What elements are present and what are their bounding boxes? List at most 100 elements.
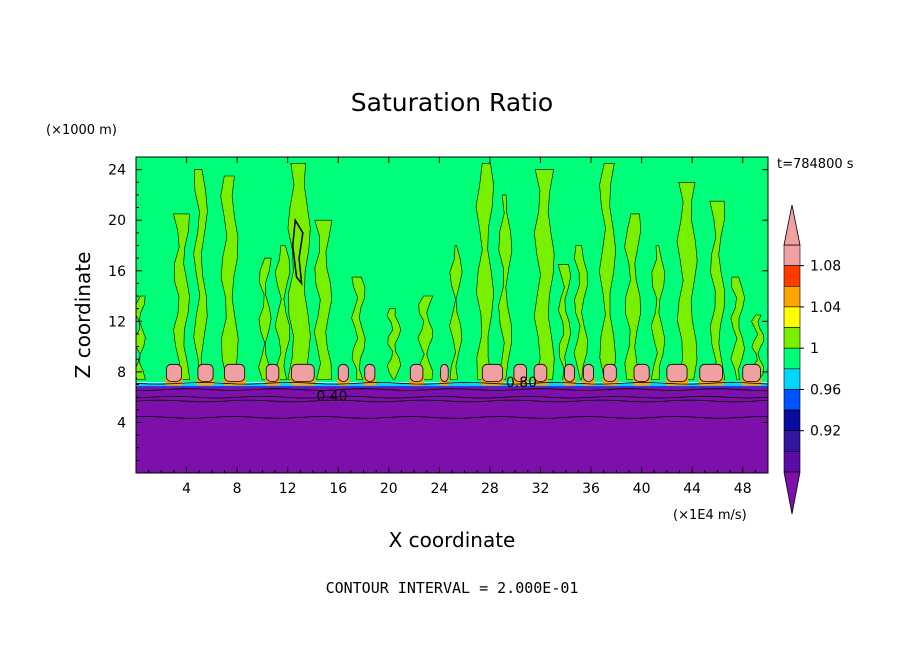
- contour-line: [136, 416, 768, 419]
- cloud-cell: [603, 363, 617, 382]
- colorbar-segment: [783, 306, 801, 328]
- saturation-field: [136, 157, 768, 473]
- x-tick-label: 8: [233, 481, 242, 497]
- moist-streak: [220, 175, 239, 380]
- moist-streak: [751, 314, 765, 380]
- colorbar-label: 1: [810, 341, 819, 357]
- x-tick-label: 32: [532, 481, 550, 497]
- y-tick-label: 4: [117, 415, 126, 431]
- x-tick-label: 24: [430, 481, 448, 497]
- x-tick-label: 20: [380, 481, 398, 497]
- cloud-cell: [291, 363, 315, 382]
- moist-streak: [449, 245, 463, 380]
- colorbar-segment: [783, 389, 801, 411]
- cloud-cell: [564, 363, 576, 382]
- moist-streak: [497, 194, 513, 380]
- colorbar: 0.92 0.96 1 1.04 1.08: [783, 204, 841, 515]
- y-tick-label: 12: [108, 314, 126, 330]
- contour-interval-note: CONTOUR INTERVAL = 2.000E-01: [326, 579, 579, 597]
- colorbar-label: 0.96: [810, 382, 841, 398]
- moist-streak: [730, 276, 745, 380]
- x-tick-label: 28: [481, 481, 499, 497]
- cloud-cell: [513, 363, 527, 382]
- cloud-cell: [337, 363, 349, 382]
- x-tick-label: 12: [279, 481, 297, 497]
- cloud-cell: [481, 363, 503, 382]
- y-axis-ticks: 4 8 12 16 20 24: [108, 163, 768, 461]
- cloud-cell: [666, 363, 688, 382]
- moist-streak: [386, 308, 402, 380]
- moist-streak: [258, 257, 272, 380]
- moist-streak: [136, 295, 146, 380]
- y-tick-label: 20: [108, 213, 126, 229]
- contour-line: [136, 399, 768, 403]
- x-tick-label: 36: [582, 481, 600, 497]
- moist-streak: [193, 169, 208, 380]
- moist-streak: [274, 245, 291, 380]
- colorbar-segment: [783, 327, 801, 349]
- moist-streak: [624, 213, 642, 380]
- time-label: t=784800 s: [777, 157, 854, 172]
- transition-blue: [136, 385, 768, 388]
- moist-streak: [557, 264, 572, 380]
- region-lower-dry-layer: [136, 387, 768, 473]
- moist-streak: [173, 213, 191, 380]
- cloud-cell: [699, 363, 723, 382]
- cloud-cell: [265, 363, 280, 382]
- contour-label: 0.80: [506, 375, 537, 391]
- colorbar-segment: [783, 244, 801, 266]
- colorbar-segment: [783, 409, 801, 432]
- moist-streak: [598, 163, 617, 380]
- moist-streak: [475, 163, 495, 380]
- transition-cyan: [136, 382, 768, 386]
- moist-streak: [313, 219, 333, 380]
- moist-streak: [287, 163, 311, 380]
- cloud-cell: [197, 363, 214, 382]
- x-axis-title: X coordinate: [389, 528, 516, 552]
- y-tick-label: 8: [117, 365, 126, 381]
- moist-streak: [709, 200, 726, 380]
- x-axis-ticks: 4 8 12 16 20 24 28 32 36 40 44 48: [148, 157, 756, 497]
- y-tick-label: 16: [108, 264, 126, 280]
- colorbar-over-arrow: [783, 204, 801, 246]
- contour-dense-patch: [291, 217, 304, 286]
- x-tick-label: 48: [734, 481, 752, 497]
- cloud-cell: [440, 363, 449, 382]
- cloud-cell: [224, 363, 246, 382]
- moist-streak: [417, 295, 434, 380]
- colorbar-segment: [783, 368, 801, 390]
- cloud-cell: [633, 363, 650, 382]
- x-units-label: (×1E4 m/s): [673, 508, 747, 523]
- contour-line: [136, 388, 768, 391]
- y-units-label: (×1000 m): [46, 123, 117, 138]
- colorbar-label: 1.08: [810, 259, 841, 275]
- colorbar-segment: [783, 347, 801, 370]
- cloud-cell: [533, 363, 548, 382]
- moist-streak: [573, 245, 588, 380]
- colorbar-segment: [783, 451, 801, 473]
- colorbar-segment: [783, 265, 801, 287]
- colorbar-segment: [783, 285, 801, 308]
- colorbar-label: 1.04: [810, 300, 841, 316]
- chart-title: Saturation Ratio: [351, 88, 553, 117]
- contour-labels: 0.40 0.80: [316, 375, 537, 405]
- moist-streak: [351, 276, 366, 380]
- contour-line: [136, 381, 768, 385]
- y-tick-label: 24: [108, 163, 126, 179]
- moist-streak: [533, 169, 555, 380]
- colorbar-under-arrow: [783, 471, 801, 515]
- contour-lines: [136, 217, 768, 419]
- y-axis-title: Z coordinate: [71, 252, 95, 379]
- x-tick-label: 40: [633, 481, 651, 497]
- contour-line: [136, 395, 768, 399]
- x-tick-label: 44: [683, 481, 701, 497]
- cloud-cell: [583, 363, 594, 382]
- moist-streak: [650, 245, 666, 380]
- cloud-cell: [409, 363, 424, 382]
- colorbar-label: 0.92: [810, 424, 841, 440]
- moist-streak: [676, 182, 698, 380]
- colorbar-segment: [783, 430, 801, 452]
- cloud-cell: [165, 363, 182, 382]
- contour-label: 0.40: [316, 389, 347, 405]
